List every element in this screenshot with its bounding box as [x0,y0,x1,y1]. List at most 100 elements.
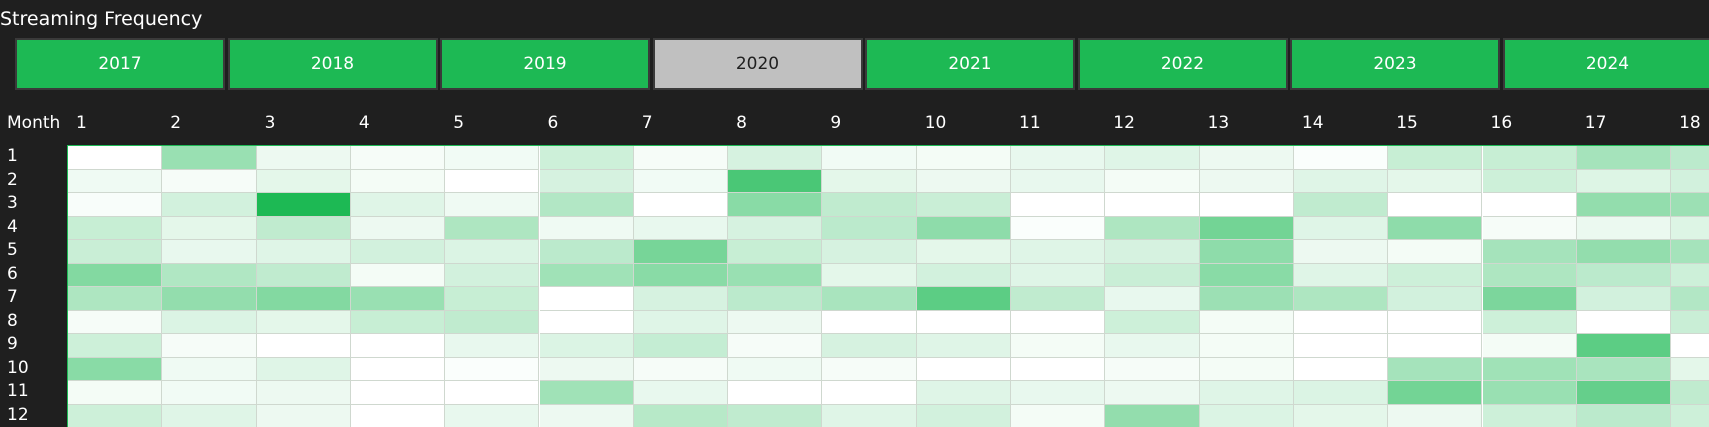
heatmap-cell[interactable] [350,357,446,381]
heatmap-cell[interactable] [728,334,823,358]
heatmap-cell[interactable] [1671,287,1709,311]
heatmap-cell[interactable] [256,240,351,264]
heatmap-cell[interactable] [1293,193,1389,217]
heatmap-cell[interactable] [350,381,446,405]
heatmap-cell[interactable] [1293,334,1389,358]
heatmap-cell[interactable] [539,310,634,334]
heatmap-cell[interactable] [633,404,729,427]
heatmap-cell[interactable] [350,193,446,217]
heatmap-cell[interactable] [633,146,729,170]
heatmap-cell[interactable] [162,240,257,264]
heatmap-cell[interactable] [1388,263,1483,287]
heatmap-cell[interactable] [445,310,540,334]
heatmap-cell[interactable] [68,263,163,287]
heatmap-cell[interactable] [916,240,1011,264]
heatmap-cell[interactable] [68,287,163,311]
heatmap-cell[interactable] [633,216,729,240]
heatmap-cell[interactable] [1199,404,1294,427]
heatmap-cell[interactable] [1671,146,1709,170]
heatmap-cell[interactable] [1388,146,1483,170]
heatmap-cell[interactable] [162,146,257,170]
heatmap-cell[interactable] [1199,240,1294,264]
heatmap-cell[interactable] [1105,334,1200,358]
heatmap-cell[interactable] [68,357,163,381]
heatmap-cell[interactable] [68,146,163,170]
heatmap-cell[interactable] [1671,193,1709,217]
heatmap-cell[interactable] [1576,146,1672,170]
heatmap-cell[interactable] [1011,310,1106,334]
heatmap-cell[interactable] [1199,263,1294,287]
heatmap-cell[interactable] [1105,357,1200,381]
heatmap-cell[interactable] [1671,263,1709,287]
heatmap-cell[interactable] [1482,287,1577,311]
heatmap-cell[interactable] [1576,169,1672,193]
heatmap-cell[interactable] [1388,381,1483,405]
heatmap-cell[interactable] [539,216,634,240]
heatmap-cell[interactable] [822,381,917,405]
heatmap-cell[interactable] [728,240,823,264]
heatmap-cell[interactable] [68,404,163,427]
heatmap-cell[interactable] [633,169,729,193]
heatmap-cell[interactable] [1011,404,1106,427]
heatmap-cell[interactable] [1011,146,1106,170]
heatmap-cell[interactable] [1576,240,1672,264]
heatmap-cell[interactable] [256,193,351,217]
heatmap-cell[interactable] [728,169,823,193]
year-button-2019[interactable]: 2019 [440,38,650,90]
heatmap-cell[interactable] [68,169,163,193]
heatmap-cell[interactable] [256,310,351,334]
heatmap-cell[interactable] [1199,193,1294,217]
heatmap-cell[interactable] [350,216,446,240]
heatmap-cell[interactable] [1199,310,1294,334]
heatmap-cell[interactable] [1293,169,1389,193]
heatmap-cell[interactable] [539,357,634,381]
heatmap-cell[interactable] [1199,357,1294,381]
heatmap-cell[interactable] [1576,216,1672,240]
heatmap-cell[interactable] [1576,404,1672,427]
heatmap-cell[interactable] [1482,263,1577,287]
heatmap-cell[interactable] [1293,357,1389,381]
heatmap-cell[interactable] [1671,334,1709,358]
heatmap-cell[interactable] [1011,216,1106,240]
heatmap-cell[interactable] [1576,381,1672,405]
heatmap-cell[interactable] [1011,263,1106,287]
heatmap-cell[interactable] [1482,357,1577,381]
heatmap-cell[interactable] [916,381,1011,405]
heatmap-cell[interactable] [1011,287,1106,311]
heatmap-cell[interactable] [916,404,1011,427]
heatmap-cell[interactable] [1293,287,1389,311]
heatmap-cell[interactable] [1576,263,1672,287]
heatmap-cell[interactable] [256,381,351,405]
heatmap-cell[interactable] [728,263,823,287]
heatmap-cell[interactable] [256,216,351,240]
year-button-2023[interactable]: 2023 [1290,38,1500,90]
heatmap-cell[interactable] [1105,310,1200,334]
heatmap-cell[interactable] [350,310,446,334]
heatmap-cell[interactable] [633,334,729,358]
heatmap-cell[interactable] [350,287,446,311]
heatmap-cell[interactable] [1293,381,1389,405]
heatmap-cell[interactable] [822,263,917,287]
year-button-2018[interactable]: 2018 [227,38,438,90]
heatmap-cell[interactable] [1388,357,1483,381]
year-button-2020[interactable]: 2020 [652,38,863,90]
heatmap-cell[interactable] [1293,310,1389,334]
heatmap-cell[interactable] [1576,310,1672,334]
heatmap-cell[interactable] [822,310,917,334]
year-button-2022[interactable]: 2022 [1077,38,1288,90]
heatmap-cell[interactable] [728,381,823,405]
heatmap-cell[interactable] [1388,169,1483,193]
heatmap-cell[interactable] [1482,169,1577,193]
year-button-2021[interactable]: 2021 [865,38,1075,90]
heatmap-cell[interactable] [350,334,446,358]
heatmap-cell[interactable] [822,146,917,170]
heatmap-cell[interactable] [916,169,1011,193]
heatmap-cell[interactable] [1199,287,1294,311]
heatmap-cell[interactable] [1388,334,1483,358]
heatmap-cell[interactable] [256,404,351,427]
heatmap-cell[interactable] [822,334,917,358]
heatmap-cell[interactable] [1105,146,1200,170]
heatmap-cell[interactable] [445,146,540,170]
heatmap-cell[interactable] [633,287,729,311]
heatmap-cell[interactable] [1482,334,1577,358]
